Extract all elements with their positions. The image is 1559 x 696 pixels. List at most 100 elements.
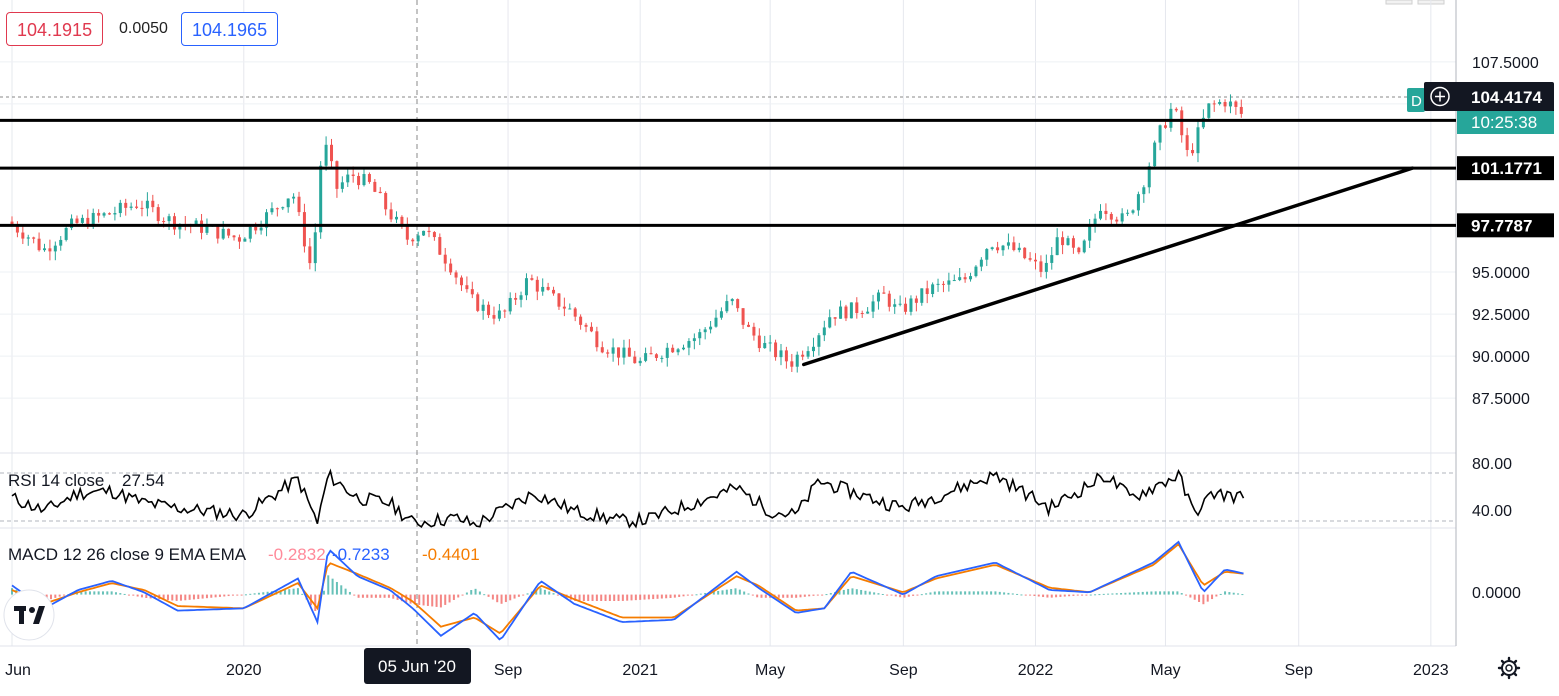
macd-hist-153	[673, 594, 676, 598]
candle-body-206	[1126, 212, 1130, 214]
macd-hist-193	[847, 588, 850, 595]
settings-gear-icon[interactable]	[1497, 656, 1521, 680]
macd-hist-40	[184, 594, 187, 601]
candle-body-75	[416, 235, 420, 242]
candle-body-147	[806, 351, 810, 357]
candle-body-77	[427, 230, 431, 233]
candle-body-204	[1115, 219, 1119, 222]
candle-body-205	[1120, 213, 1124, 222]
candle-body-84	[465, 285, 469, 290]
rsi-legend-value: 27.54	[122, 471, 165, 490]
price-tick-1: 95.0000	[1472, 265, 1530, 282]
macd-hist-12	[62, 594, 65, 596]
candle-body-76	[422, 230, 426, 236]
macd-hist-41	[188, 594, 191, 600]
countdown-label	[1457, 111, 1554, 134]
macd-hist-234	[1024, 594, 1027, 596]
macd-hist-261	[1141, 591, 1144, 595]
macd-hist-121	[535, 589, 538, 595]
trendline-group[interactable]	[801, 166, 1415, 367]
bid-price-button[interactable]: 104.1915	[6, 12, 104, 46]
macd-hist-196	[860, 589, 863, 595]
candle-body-51	[286, 198, 290, 208]
macd-hist-106	[470, 590, 473, 595]
candle-body-96	[530, 278, 534, 280]
macd-hist-214	[938, 591, 941, 595]
candle-body-225	[1228, 101, 1232, 107]
macd-hist-62	[279, 590, 282, 595]
candle-body-203	[1109, 213, 1113, 220]
macd-hist-93	[413, 594, 416, 605]
candle-body-133	[730, 299, 734, 302]
candle-body-200	[1093, 218, 1097, 227]
candle-body-42	[237, 237, 241, 242]
macd-hist-155	[682, 594, 685, 597]
macd-hist-177	[777, 594, 780, 598]
macd-hist-266	[1163, 591, 1166, 595]
logo-badge[interactable]	[3, 589, 55, 641]
time-tick-5: Sep	[889, 662, 918, 679]
candle-body-170	[931, 284, 935, 295]
macd-hist-77	[344, 588, 347, 595]
candle-body-137	[752, 326, 756, 336]
horizontal-levels[interactable]	[0, 118, 1456, 227]
macd-hist-64	[288, 589, 291, 595]
candle-body-110	[606, 352, 610, 354]
macd-hist-51	[231, 594, 234, 596]
candle-body-139	[763, 342, 767, 349]
macd-hist-198	[868, 591, 871, 595]
macd-hist-72	[322, 590, 325, 595]
candle-body-62	[346, 174, 350, 183]
macd-pane[interactable]	[11, 540, 1244, 641]
macd-hist-146	[643, 594, 646, 600]
price-tick-3: 90.0000	[1472, 349, 1530, 366]
macd-hist-47	[214, 594, 217, 598]
candle-body-213	[1163, 125, 1167, 128]
macd-legend-label[interactable]: MACD 12 26 close 9 EMA EMA	[8, 545, 247, 564]
macd-hist-184	[808, 594, 811, 597]
spread-value: 0.0050	[119, 20, 168, 37]
candle-body-38	[216, 225, 220, 239]
candle-body-41	[232, 235, 236, 238]
macd-hist-273	[1193, 594, 1196, 600]
macd-hist-82	[366, 594, 369, 598]
candle-body-106	[584, 324, 588, 327]
macd-hist-251	[1098, 594, 1101, 596]
macd-hist-102	[452, 594, 455, 600]
candle-body-141	[774, 342, 778, 358]
candle-body-120	[660, 357, 664, 359]
time-tick-4: May	[755, 662, 785, 679]
rsi-pane[interactable]	[11, 468, 1245, 529]
macd-hist-33	[153, 594, 156, 599]
symbol-marker[interactable]	[1407, 88, 1425, 112]
candle-body-180	[985, 249, 989, 260]
macd-hist-118	[522, 594, 525, 596]
macd-hist-265	[1159, 591, 1162, 595]
time-axis[interactable]: Jun 2020 Sep 2021 May Sep 2022 May Sep 2023	[5, 662, 1449, 679]
rsi-legend-label[interactable]: RSI 14 close	[8, 471, 104, 490]
candle-body-89	[492, 315, 496, 319]
macd-hist-73	[327, 575, 330, 595]
candle-body-1	[15, 225, 19, 233]
macd-hist-23	[110, 591, 113, 595]
macd-hist-55	[249, 593, 252, 595]
price-axis[interactable]: 107.5000 95.0000 92.5000 90.0000 87.5000	[1472, 55, 1539, 408]
candle-body-199	[1088, 226, 1092, 241]
candle-body-17	[102, 213, 106, 216]
macd-hist-52	[236, 594, 239, 596]
candle-body-209	[1142, 187, 1146, 195]
last-price-label[interactable]	[1424, 82, 1554, 111]
macd-hist-108	[478, 591, 481, 595]
candle-body-119	[654, 354, 658, 358]
candle-body-188	[1028, 258, 1032, 260]
toolbar-button-fragment[interactable]	[1385, 0, 1413, 5]
macd-hist-43	[197, 594, 200, 600]
macd-hist-255	[1115, 593, 1118, 595]
add-plus-icon[interactable]	[1430, 86, 1450, 107]
macd-hist-57	[257, 592, 260, 595]
ask-price-button[interactable]: 104.1965	[181, 12, 279, 46]
candles[interactable]	[10, 94, 1243, 373]
macd-hist-248	[1085, 594, 1088, 596]
macd-hist-252	[1102, 593, 1105, 595]
